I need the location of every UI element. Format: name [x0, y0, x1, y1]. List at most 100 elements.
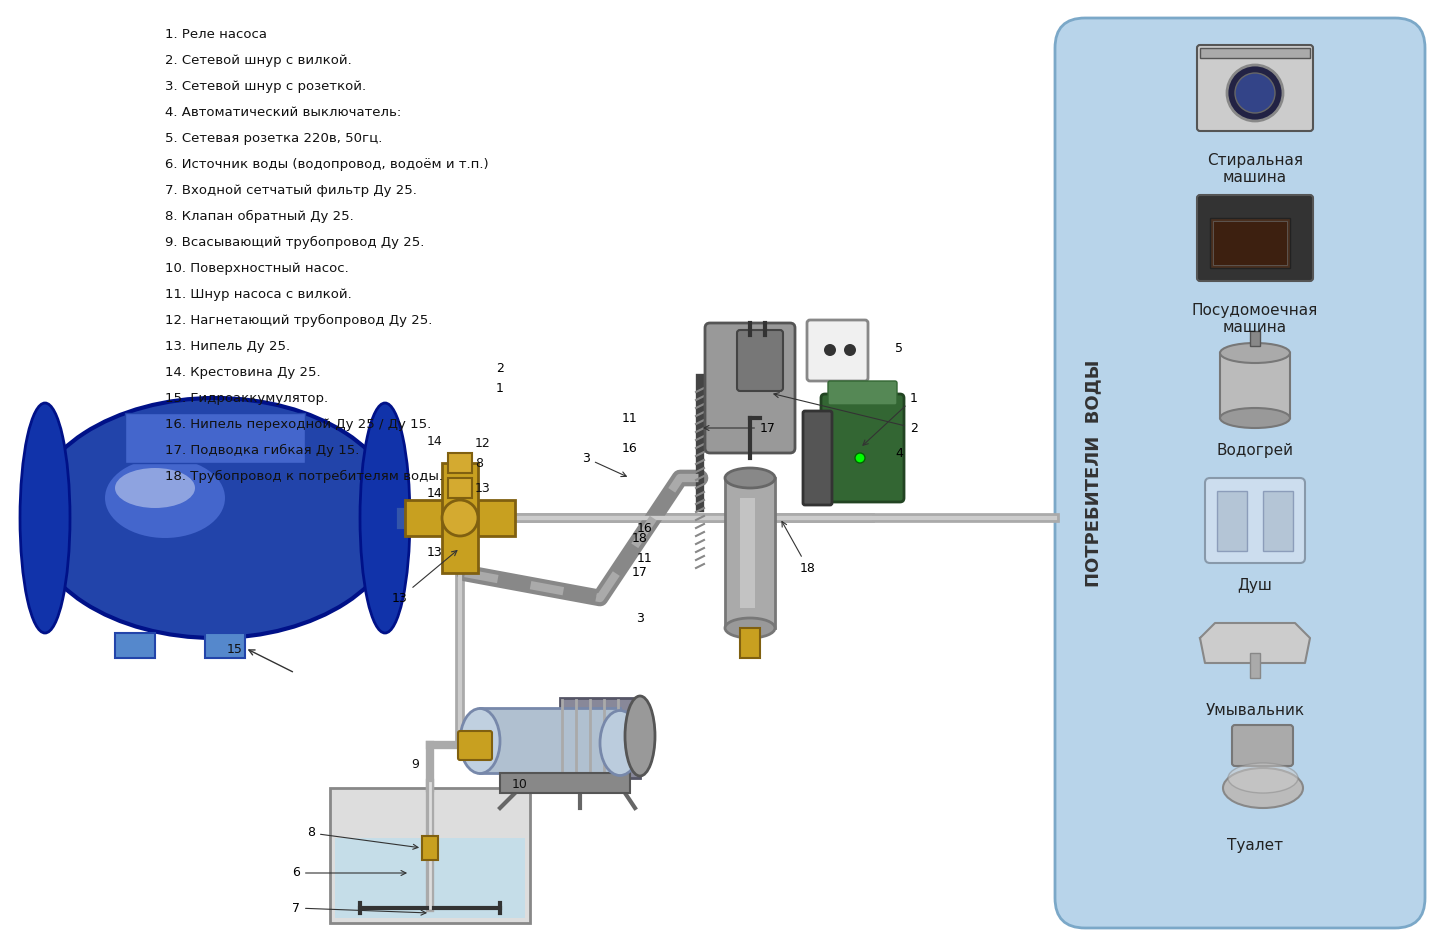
Bar: [115, 633, 155, 658]
Text: 7: 7: [292, 902, 426, 915]
Text: 9. Всасывающий трубопровод Ду 25.: 9. Всасывающий трубопровод Ду 25.: [165, 236, 425, 249]
Text: 16. Нипель переходной Ду 25 / Ду 15.: 16. Нипель переходной Ду 25 / Ду 15.: [165, 418, 431, 431]
FancyBboxPatch shape: [1205, 478, 1305, 563]
Bar: [335, 838, 526, 918]
Bar: [448, 478, 472, 498]
Ellipse shape: [115, 468, 195, 508]
Text: 10: 10: [513, 778, 528, 791]
Text: Душ: Душ: [1238, 578, 1272, 593]
FancyBboxPatch shape: [1198, 45, 1313, 131]
Text: 1: 1: [863, 392, 918, 446]
Bar: [1264, 491, 1292, 551]
Bar: [405, 500, 516, 536]
Text: 18: 18: [783, 521, 816, 574]
Ellipse shape: [625, 696, 655, 776]
Circle shape: [844, 344, 856, 356]
Bar: [330, 788, 530, 923]
Text: 14. Крестовина Ду 25.: 14. Крестовина Ду 25.: [165, 366, 320, 379]
Bar: [480, 708, 620, 773]
Ellipse shape: [1221, 343, 1290, 363]
Text: Стиральная
машина: Стиральная машина: [1208, 153, 1302, 186]
Text: 11: 11: [622, 411, 638, 425]
Bar: [1249, 331, 1259, 346]
Text: 17: 17: [632, 567, 648, 579]
Ellipse shape: [725, 618, 775, 638]
Text: 3: 3: [582, 451, 626, 477]
Bar: [560, 698, 640, 778]
Circle shape: [1226, 65, 1282, 121]
Text: 2. Сетевой шнур с вилкой.: 2. Сетевой шнур с вилкой.: [165, 54, 352, 67]
FancyBboxPatch shape: [821, 394, 905, 502]
Ellipse shape: [105, 458, 225, 538]
Text: 8: 8: [475, 457, 482, 469]
Text: 6: 6: [292, 866, 406, 880]
Bar: [442, 463, 478, 573]
Text: 8. Клапан обратный Ду 25.: 8. Клапан обратный Ду 25.: [165, 210, 353, 223]
FancyBboxPatch shape: [807, 320, 867, 381]
Text: 13: 13: [426, 546, 442, 559]
Text: 8: 8: [307, 827, 418, 849]
FancyBboxPatch shape: [737, 330, 783, 391]
FancyBboxPatch shape: [1232, 725, 1292, 766]
Text: 12: 12: [475, 436, 491, 449]
Text: 11. Шнур насоса с вилкой.: 11. Шнур насоса с вилкой.: [165, 288, 352, 301]
Text: 1: 1: [495, 381, 504, 394]
Text: 18: 18: [632, 532, 648, 544]
Bar: [1213, 221, 1287, 265]
Text: 1. Реле насоса: 1. Реле насоса: [165, 28, 267, 41]
Text: 5: 5: [895, 341, 903, 355]
Ellipse shape: [1221, 408, 1290, 428]
Text: 14: 14: [426, 435, 442, 448]
Text: 11: 11: [638, 552, 653, 564]
Bar: [395, 506, 439, 530]
Bar: [125, 413, 304, 463]
Ellipse shape: [30, 398, 401, 638]
Text: 4: 4: [895, 447, 903, 460]
FancyBboxPatch shape: [803, 411, 831, 505]
Ellipse shape: [360, 403, 411, 633]
Text: 14: 14: [426, 486, 442, 500]
Text: 2: 2: [495, 361, 504, 374]
Circle shape: [854, 453, 864, 463]
Bar: [500, 773, 630, 793]
Text: Посудомоечная
машина: Посудомоечная машина: [1192, 303, 1318, 336]
FancyBboxPatch shape: [458, 731, 493, 760]
Bar: [1211, 218, 1290, 268]
Circle shape: [1235, 73, 1275, 113]
Text: 9: 9: [411, 758, 419, 771]
Bar: [740, 628, 760, 658]
Ellipse shape: [1223, 768, 1302, 808]
Bar: [1216, 491, 1246, 551]
FancyBboxPatch shape: [829, 381, 898, 405]
Text: 5. Сетевая розетка 220в, 50гц.: 5. Сетевая розетка 220в, 50гц.: [165, 132, 382, 145]
Text: 4. Автоматический выключатель:: 4. Автоматический выключатель:: [165, 106, 401, 119]
Text: 13: 13: [392, 551, 457, 605]
Text: Водогрей: Водогрей: [1216, 443, 1294, 458]
Ellipse shape: [20, 403, 70, 633]
Bar: [205, 633, 246, 658]
Bar: [422, 836, 438, 860]
Text: 3: 3: [636, 611, 643, 625]
Bar: [1200, 48, 1310, 58]
Text: 16: 16: [622, 442, 638, 454]
Text: 13: 13: [475, 482, 491, 495]
Text: 18. Трубопровод к потребителям воды.: 18. Трубопровод к потребителям воды.: [165, 470, 442, 483]
Bar: [448, 453, 472, 473]
Bar: [1249, 653, 1259, 678]
Circle shape: [442, 500, 478, 536]
Circle shape: [824, 344, 836, 356]
Text: Умывальник: Умывальник: [1205, 703, 1304, 718]
Ellipse shape: [725, 468, 775, 488]
FancyBboxPatch shape: [1055, 18, 1425, 928]
Text: 13. Нипель Ду 25.: 13. Нипель Ду 25.: [165, 340, 290, 353]
Text: 2: 2: [774, 392, 918, 434]
Bar: [725, 478, 775, 628]
Text: 15. Гидроаккумулятор.: 15. Гидроаккумулятор.: [165, 392, 327, 405]
Ellipse shape: [460, 708, 500, 774]
Text: 6. Источник воды (водопровод, водоём и т.п.): 6. Источник воды (водопровод, водоём и т…: [165, 158, 488, 171]
Text: 16: 16: [638, 521, 653, 535]
Ellipse shape: [600, 710, 640, 775]
Text: 17: 17: [704, 422, 775, 434]
FancyBboxPatch shape: [1198, 195, 1313, 281]
Text: 7. Входной сетчатый фильтр Ду 25.: 7. Входной сетчатый фильтр Ду 25.: [165, 184, 416, 197]
